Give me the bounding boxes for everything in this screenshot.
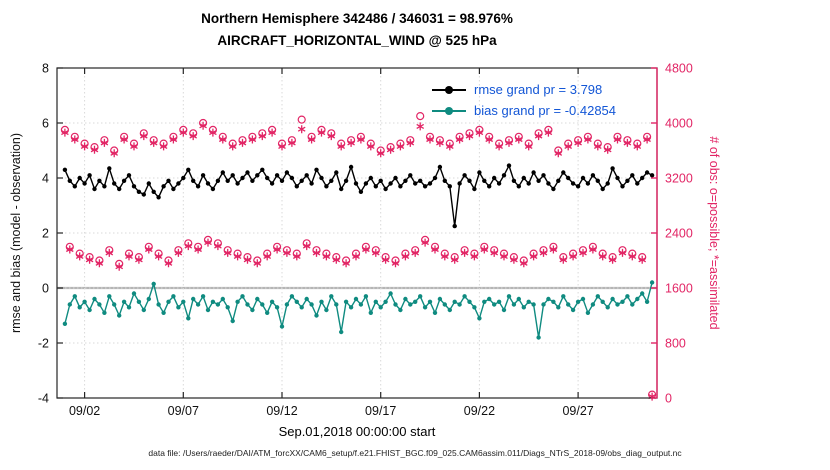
legend-sample-rmse [432, 85, 466, 95]
legend-sample-bias [432, 106, 466, 116]
svg-text:09/02: 09/02 [69, 404, 100, 418]
svg-text:-2: -2 [38, 336, 49, 350]
svg-text:6: 6 [42, 116, 49, 130]
y-axis-label-left: rmse and bias (model - observation) [9, 132, 23, 334]
data-file-caption: data file: /Users/raeder/DAI/ATM_forcXX/… [148, 448, 682, 458]
legend-label-bias: bias grand pr = -0.42854 [474, 103, 617, 118]
svg-text:09/12: 09/12 [266, 404, 297, 418]
svg-text:800: 800 [665, 336, 686, 350]
legend-item-bias: bias grand pr = -0.42854 [432, 103, 616, 118]
title-line-2: AIRCRAFT_HORIZONTAL_WIND @ 525 hPa [217, 32, 497, 48]
rmse-series [62, 163, 655, 229]
svg-text:2400: 2400 [665, 226, 693, 240]
y-axis-label-right: # of obs: o=possible; *=assimilated [707, 136, 721, 330]
svg-text:4000: 4000 [665, 116, 693, 130]
svg-text:-4: -4 [38, 391, 49, 405]
grid-lines [57, 67, 657, 399]
bias-dot-marker-icon [445, 106, 453, 115]
legend-label-rmse: rmse grand pr = 3.798 [474, 82, 603, 97]
svg-text:0: 0 [665, 391, 672, 405]
chart-title: Northern Hemisphere 342486 / 346031 = 98… [57, 8, 657, 51]
svg-text:4: 4 [42, 171, 49, 185]
bias-series [62, 280, 655, 340]
svg-text:1600: 1600 [665, 281, 693, 295]
svg-text:2: 2 [42, 226, 49, 240]
axes-box: -4 -2 0 2 4 6 8 0 800 1600 2400 3200 4000 4800 09/02 09… [38, 61, 693, 418]
legend-item-rmse: rmse grand pr = 3.798 [432, 82, 616, 97]
svg-text:0: 0 [42, 281, 49, 295]
rmse-dot-marker-icon [445, 85, 453, 94]
svg-text:09/22: 09/22 [464, 404, 495, 418]
svg-text:4800: 4800 [665, 61, 693, 75]
assimilated-obs-markers [61, 121, 656, 401]
svg-text:09/27: 09/27 [562, 404, 593, 418]
possible-obs-markers [60, 111, 657, 399]
x-axis-label: Sep.01,2018 00:00:00 start [278, 424, 436, 439]
svg-text:09/17: 09/17 [365, 404, 396, 418]
svg-text:3200: 3200 [665, 171, 693, 185]
legend: rmse grand pr = 3.798 bias grand pr = -0… [432, 82, 616, 118]
title-line-1: Northern Hemisphere 342486 / 346031 = 98… [201, 11, 513, 26]
svg-text:09/07: 09/07 [168, 404, 199, 418]
svg-text:8: 8 [42, 61, 49, 75]
